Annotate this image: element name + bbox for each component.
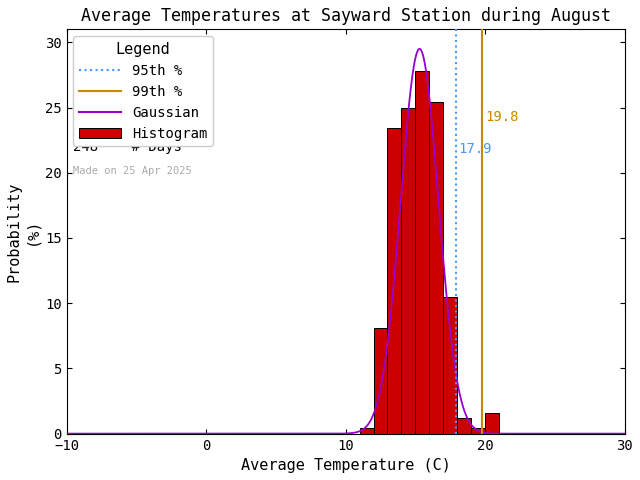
- X-axis label: Average Temperature (C): Average Temperature (C): [241, 458, 451, 473]
- Bar: [485, 413, 499, 433]
- Bar: [429, 102, 444, 433]
- Bar: [360, 429, 374, 433]
- Bar: [471, 429, 485, 433]
- Text: 248    # Days: 248 # Days: [74, 140, 182, 154]
- Text: Made on 25 Apr 2025: Made on 25 Apr 2025: [74, 166, 192, 176]
- Title: Average Temperatures at Sayward Station during August: Average Temperatures at Sayward Station …: [81, 7, 611, 25]
- Bar: [457, 418, 471, 433]
- Text: 17.9: 17.9: [459, 142, 492, 156]
- Bar: [415, 71, 429, 433]
- Bar: [444, 297, 457, 433]
- Bar: [387, 129, 401, 433]
- Legend: 95th %, 99th %, Gaussian, Histogram: 95th %, 99th %, Gaussian, Histogram: [74, 36, 212, 146]
- Y-axis label: Probability
(%): Probability (%): [7, 181, 39, 282]
- Text: 19.8: 19.8: [485, 109, 518, 123]
- Bar: [401, 108, 415, 433]
- Bar: [374, 328, 387, 433]
